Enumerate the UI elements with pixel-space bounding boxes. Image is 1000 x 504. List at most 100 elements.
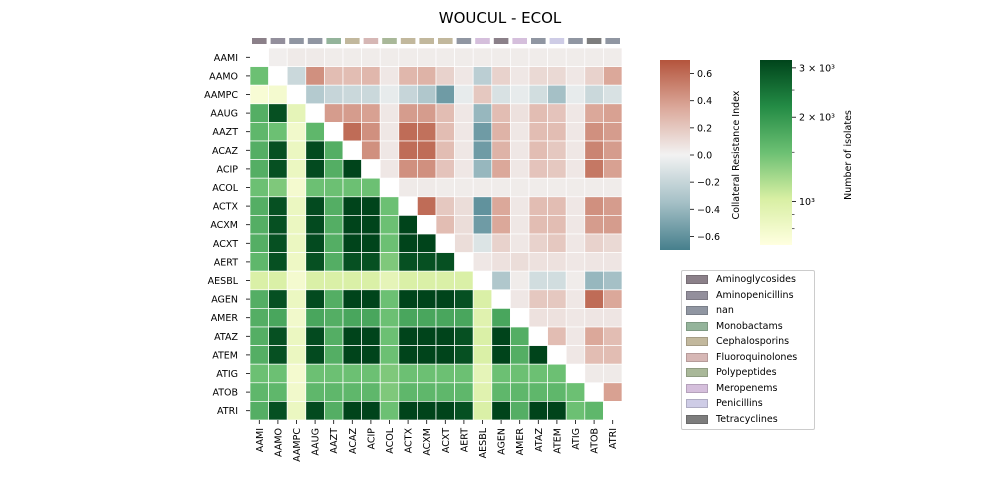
heatmap-cell [361,177,381,198]
x-tick-label: ACOL [385,427,396,453]
heatmap-cell [398,252,418,272]
heatmap-cell [603,252,623,272]
heatmap-cell [342,47,362,67]
heatmap-cell [584,122,604,142]
heatmap-cell [584,233,604,253]
heatmap-cell [286,308,307,328]
heatmap-cell [547,308,567,328]
heatmap-cell [305,122,325,142]
heatmap-cell [342,363,362,384]
legend-swatch [686,337,708,346]
heatmap-cell [565,308,586,328]
heatmap-cell [565,401,586,421]
legend-item: Cephalosporins [686,335,789,349]
heatmap-cell [584,252,604,272]
legend-label: Aminoglycosides [716,274,796,285]
heatmap-cell [305,177,325,198]
heatmap-cell [417,122,437,142]
heatmap-cell [324,363,344,384]
heatmap-cell [361,345,381,365]
y-tick-label: ATOB [212,388,238,399]
heatmap-cell [547,159,567,179]
heatmap-cell [472,252,493,272]
heatmap-cell [547,289,567,309]
x-tick-label: AMER [515,428,526,456]
heatmap-cell [491,326,511,346]
heatmap-cell [268,47,288,67]
heatmap-cell [268,177,288,198]
class-strip-cell [345,38,360,44]
heatmap-cell [342,84,362,105]
heatmap-cell [435,326,455,346]
heatmap-cell [547,401,567,421]
heatmap-cell [249,252,269,272]
heatmap-cell [398,84,418,105]
heatmap-cell [510,196,530,216]
heatmap-cell [324,233,344,253]
heatmap-cell [547,215,567,235]
heatmap-cell [510,103,530,123]
heatmap-cell [528,196,548,216]
heatmap-cell [547,363,567,384]
heatmap-cell [454,122,474,142]
heatmap-cell [305,66,325,86]
heatmap-cell [435,345,455,365]
x-tick-label: ACXM [422,428,433,456]
heatmap-cell [324,308,344,328]
heatmap-cell [454,401,474,421]
heatmap-cell [491,103,511,123]
x-tick-label: AAMO [273,428,284,457]
class-color-strip [252,38,620,44]
heatmap-cell [584,47,604,67]
heatmap-cell [324,215,344,235]
heatmap-cell [454,47,474,67]
class-strip-cell [512,38,527,44]
heatmap-cell [268,363,288,384]
heatmap-cell [398,345,418,365]
heatmap-cell [342,345,362,365]
heatmap-cell [305,363,325,384]
heatmap-cell [249,47,269,67]
heatmap-cell [435,289,455,309]
y-tick-label: ATIG [216,369,238,380]
heatmap-cell [528,103,548,123]
heatmap-cell [361,122,381,142]
heatmap-cell [268,233,288,253]
heatmap-cell [472,103,493,123]
legend-label: nan [716,305,734,316]
heatmap-cell [268,140,288,160]
heatmap-cell [603,84,623,105]
heatmap-cell [249,66,269,86]
heatmap-cell [603,345,623,365]
class-strip-cell [382,38,397,44]
chart-title: WOUCUL - ECOL [439,9,562,27]
class-strip-cell [252,38,267,44]
heatmap-cell [565,345,586,365]
heatmap-cell [342,103,362,123]
heatmap-cell [361,270,381,291]
heatmap-cell [379,122,400,142]
cri-colorbar-label: Collateral Resistance Index [731,90,742,219]
heatmap-cell [342,401,362,421]
heatmap-cell [528,159,548,179]
heatmap-cell [547,84,567,105]
heatmap-cell [361,326,381,346]
heatmap-cell [491,401,511,421]
heatmap-cell [603,103,623,123]
y-tick-label: AAUG [210,109,238,120]
heatmap-cell [398,382,418,402]
heatmap-cell [565,252,586,272]
heatmap-cell [268,252,288,272]
heatmap-cell [584,215,604,235]
heatmap-cell [435,382,455,402]
heatmap-cell [324,289,344,309]
heatmap-cell [435,66,455,86]
heatmap-cell [249,215,269,235]
heatmap-cell [361,382,381,402]
x-tick-label: ATOB [590,428,601,454]
heatmap-cell [510,47,530,67]
y-tick-label: AAZT [212,127,238,138]
heatmap-cell [472,66,493,86]
x-tick-label: ACTX [404,428,415,454]
